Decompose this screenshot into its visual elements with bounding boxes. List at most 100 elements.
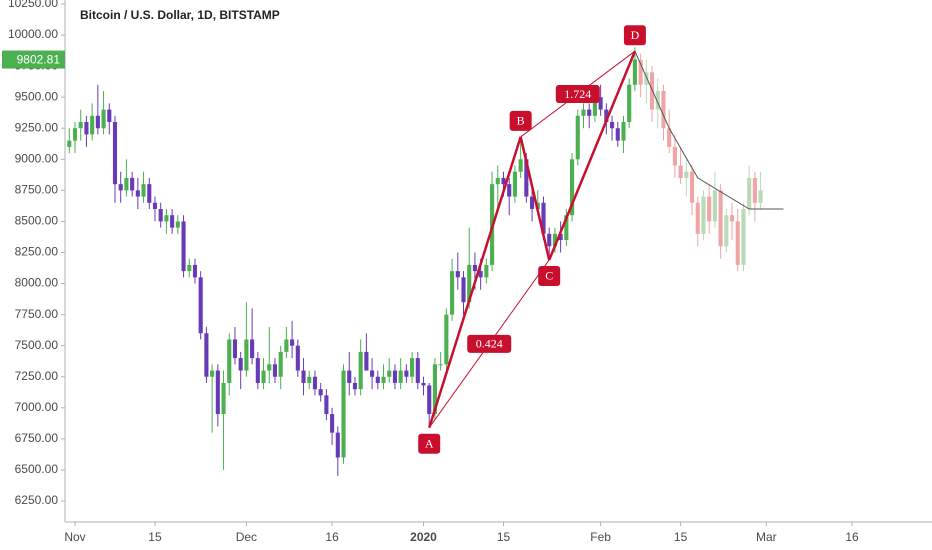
candle-body bbox=[564, 215, 569, 241]
candle-body bbox=[592, 97, 597, 116]
candle-body bbox=[741, 208, 746, 265]
candle-body bbox=[701, 196, 706, 234]
candle-body bbox=[301, 370, 306, 383]
candle-body bbox=[375, 376, 380, 383]
candle-body bbox=[724, 215, 729, 247]
candle-body bbox=[404, 370, 409, 377]
last-price-label: 9802.81 bbox=[17, 53, 61, 67]
point-label: A bbox=[425, 436, 434, 450]
candle-body bbox=[432, 364, 437, 415]
point-badge bbox=[623, 25, 646, 46]
candle-body bbox=[461, 277, 466, 303]
candle-body bbox=[507, 184, 512, 197]
candle-body bbox=[575, 115, 580, 160]
candle-body bbox=[530, 196, 535, 209]
candle-body bbox=[158, 208, 163, 222]
candle-body bbox=[364, 351, 369, 371]
candle-body bbox=[604, 109, 609, 123]
y-tick-label: 6250.00 bbox=[15, 493, 59, 507]
candle-body bbox=[284, 339, 289, 352]
candle-body bbox=[695, 202, 700, 234]
candle-body bbox=[95, 115, 100, 129]
candle-body bbox=[644, 72, 649, 85]
candle-body bbox=[667, 128, 672, 147]
candle-body bbox=[147, 184, 152, 203]
candle-body bbox=[347, 370, 352, 383]
candle-body bbox=[250, 339, 255, 359]
point-label: B bbox=[517, 114, 525, 128]
candle-body bbox=[358, 351, 363, 390]
candle-body bbox=[101, 109, 106, 129]
candle-body bbox=[598, 97, 603, 110]
candle-body bbox=[707, 196, 712, 222]
candle-body bbox=[524, 159, 529, 197]
candle-body bbox=[472, 264, 477, 272]
y-tick-label: 10250.00 bbox=[8, 0, 58, 10]
candle-body bbox=[632, 59, 637, 85]
y-tick-label: 7000.00 bbox=[15, 400, 59, 414]
candle-body bbox=[467, 264, 472, 303]
ratio-label: 0.424 bbox=[467, 334, 512, 353]
candle-body bbox=[181, 221, 186, 272]
x-tick-label: Nov bbox=[64, 530, 85, 544]
candle-body bbox=[78, 122, 83, 129]
candle-body bbox=[684, 171, 689, 178]
candle-body bbox=[689, 171, 695, 203]
candle-body bbox=[130, 177, 135, 191]
candle-body bbox=[729, 215, 735, 222]
candle-body bbox=[712, 190, 717, 222]
y-tick-label: 9000.00 bbox=[15, 151, 59, 165]
y-tick-label: 8500.00 bbox=[15, 214, 59, 228]
point-badge bbox=[538, 265, 561, 286]
ratio-text: 0.424 bbox=[476, 337, 503, 351]
x-tick-label: 2020 bbox=[410, 530, 437, 544]
candle-body bbox=[444, 314, 449, 365]
candle-body bbox=[512, 171, 517, 197]
candle-body bbox=[215, 370, 220, 415]
candle-body bbox=[204, 333, 209, 377]
candle-body bbox=[421, 382, 426, 386]
candle-body bbox=[381, 376, 386, 383]
candle-body bbox=[484, 264, 489, 278]
candle-body bbox=[752, 177, 757, 203]
candle-body bbox=[307, 376, 312, 383]
x-tick-label: Dec bbox=[236, 530, 257, 544]
candle-body bbox=[84, 122, 89, 135]
y-tick-label: 7750.00 bbox=[15, 307, 59, 321]
candle-body bbox=[501, 177, 506, 185]
point-label: C bbox=[545, 269, 553, 283]
candle-body bbox=[187, 264, 192, 272]
candle-body bbox=[267, 364, 272, 371]
candle-body bbox=[352, 382, 358, 390]
ratio-text: 1.724 bbox=[564, 87, 591, 101]
candle-body bbox=[581, 109, 586, 116]
candle-body bbox=[547, 233, 552, 247]
last-price-badge bbox=[2, 50, 65, 69]
candle-body bbox=[221, 382, 226, 415]
ratio-label: 1.724 bbox=[555, 85, 600, 104]
candle-body bbox=[210, 370, 215, 377]
candle-body bbox=[244, 339, 249, 371]
candle-body bbox=[272, 364, 278, 377]
candle-body bbox=[318, 389, 323, 396]
ratio-badge bbox=[555, 85, 600, 104]
x-tick-label: 15 bbox=[148, 530, 162, 544]
projection-line bbox=[634, 50, 784, 210]
candle-body bbox=[747, 177, 752, 209]
candle-body bbox=[175, 221, 180, 228]
candle-body bbox=[672, 146, 677, 166]
x-tick-label: 16 bbox=[845, 530, 859, 544]
candle-body bbox=[718, 190, 723, 247]
candle-body bbox=[678, 165, 683, 178]
candle-body bbox=[227, 339, 232, 383]
x-tick-label: 15 bbox=[497, 530, 511, 544]
candle-body bbox=[335, 432, 340, 458]
candle-body bbox=[107, 109, 112, 123]
candle-body bbox=[478, 271, 483, 278]
candle-body bbox=[124, 177, 129, 191]
y-tick-label: 8750.00 bbox=[15, 183, 59, 197]
candle-body bbox=[238, 358, 243, 371]
candle-body bbox=[295, 345, 300, 371]
y-tick-label: 8000.00 bbox=[15, 276, 59, 290]
